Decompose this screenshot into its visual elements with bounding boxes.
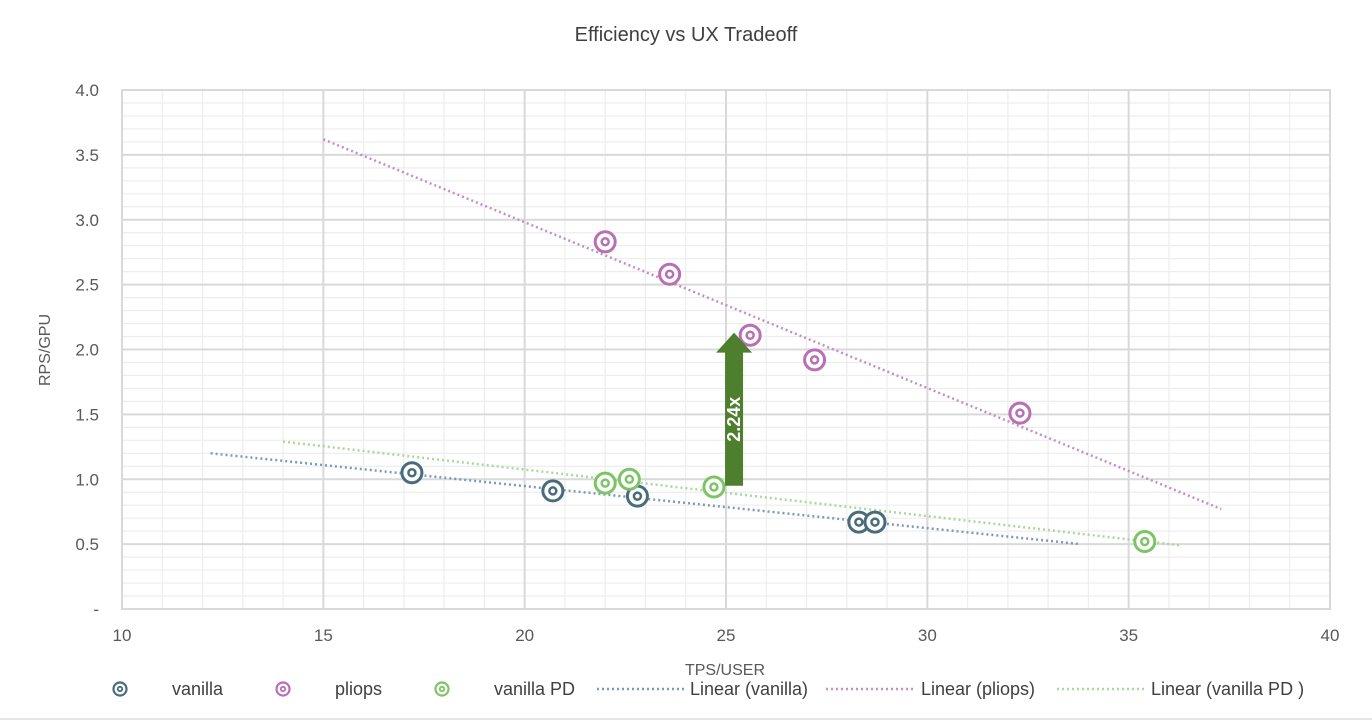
y-tick-label: 0.5 (75, 535, 99, 554)
x-tick-label: 30 (918, 626, 937, 645)
y-tick-label: 3.0 (75, 211, 99, 230)
data-point (617, 467, 641, 491)
arrow-up-icon (716, 332, 753, 486)
x-tick-label: 15 (314, 626, 333, 645)
legend-item: vanilla (112, 679, 224, 699)
major-gridlines (121, 89, 1331, 610)
legend-item: Linear (vanilla) (597, 679, 808, 699)
x-axis-label: TPS/USER (685, 662, 765, 679)
y-axis-label: RPS/GPU (37, 314, 54, 386)
bottom-divider (0, 718, 1372, 720)
legend-label: Linear (vanilla) (690, 679, 808, 699)
y-tick-label: 2.5 (75, 276, 99, 295)
y-tick-label: 3.5 (75, 146, 99, 165)
legend-item: Linear (vanilla PD ) (1057, 679, 1304, 699)
trendline (210, 452, 1081, 546)
data-point (400, 461, 424, 485)
x-axis-ticks: 10 15 20 25 30 35 40 (113, 626, 1340, 645)
data-point (738, 323, 762, 347)
legend-label: pliops (335, 679, 382, 699)
y-tick-label: 1.5 (75, 405, 99, 424)
y-tick-label: 4.0 (75, 81, 99, 100)
legend-label: vanilla PD (494, 679, 575, 699)
legend-label: Linear (vanilla PD ) (1151, 679, 1304, 699)
data-point (593, 230, 617, 254)
x-tick-label: 20 (515, 626, 534, 645)
y-tick-label: - (93, 600, 99, 619)
legend-label: vanilla (172, 679, 224, 699)
y-tick-label: 1.0 (75, 470, 99, 489)
annotation-arrow: 2.24x (716, 332, 753, 486)
y-axis-ticks: - 0.5 1.0 1.5 2.0 2.5 3.0 3.5 4.0 (75, 81, 99, 619)
legend: vanilla pliops vanilla PD Linear (vanilla) L… (112, 679, 1304, 699)
data-point (803, 348, 827, 372)
legend-item: vanilla PD (434, 679, 575, 699)
x-tick-label: 35 (1119, 626, 1138, 645)
data-point (863, 510, 887, 534)
data-point (593, 471, 617, 495)
chart-title: Efficiency vs UX Tradeoff (575, 24, 798, 46)
legend-label: Linear (pliops) (921, 679, 1035, 699)
annotation-label: 2.24x (724, 397, 744, 442)
legend-item: pliops (275, 679, 382, 699)
data-point (702, 475, 726, 499)
legend-item: Linear (pliops) (826, 679, 1035, 699)
y-tick-label: 2.0 (75, 341, 99, 360)
data-point (1008, 401, 1032, 425)
trendline (282, 440, 1182, 547)
x-tick-label: 25 (717, 626, 736, 645)
data-point (658, 262, 682, 286)
data-points (400, 230, 1157, 554)
trendline (322, 138, 1222, 511)
trendlines (210, 138, 1222, 547)
data-point (541, 479, 565, 503)
x-tick-label: 40 (1321, 626, 1340, 645)
data-point (847, 510, 871, 534)
x-tick-label: 10 (113, 626, 132, 645)
data-point (1133, 530, 1157, 554)
